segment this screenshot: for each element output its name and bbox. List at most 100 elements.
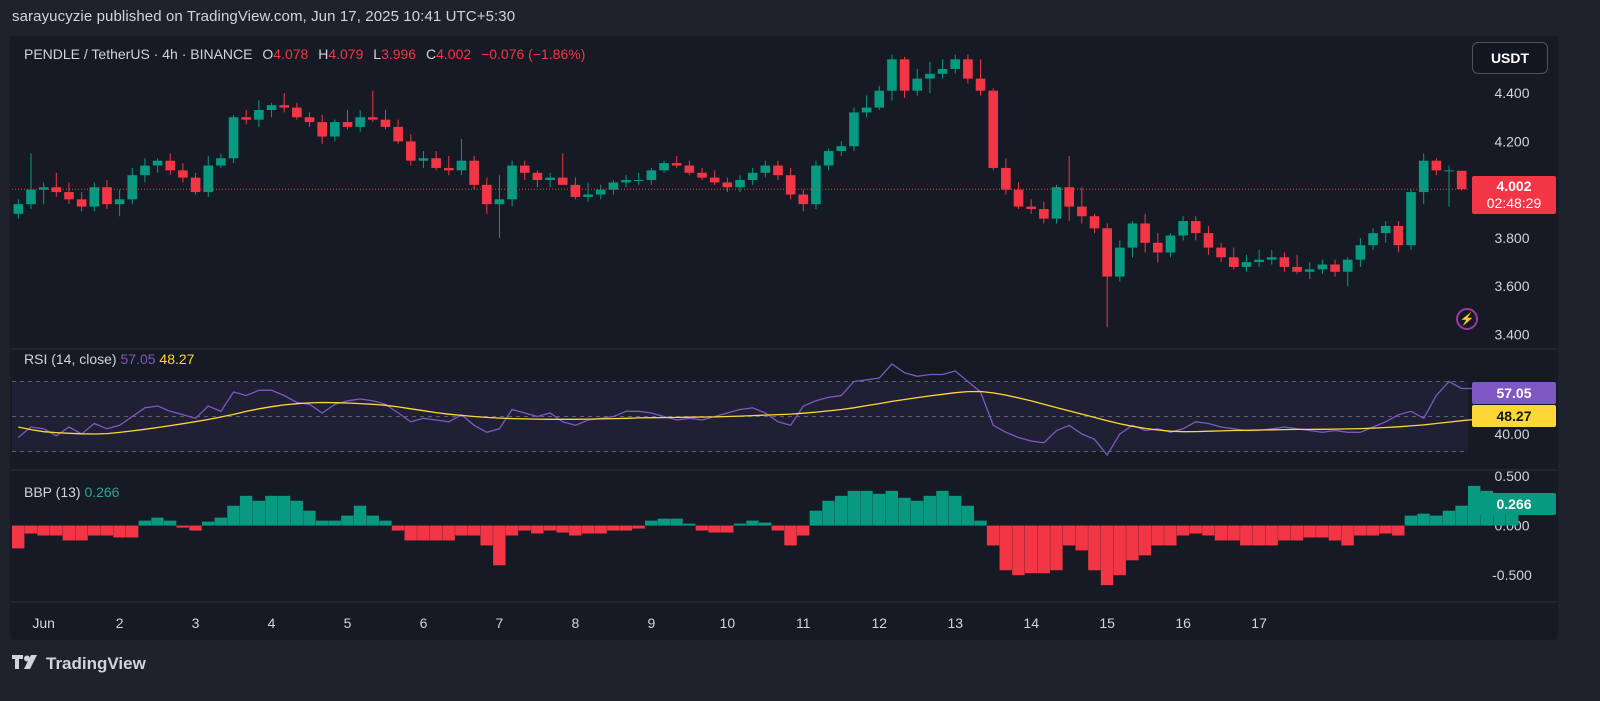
chart-canvas[interactable]: 4.4004.2003.8003.6003.40040.000.5000.000…	[10, 36, 1558, 640]
bbp-bar	[1037, 525, 1050, 574]
last-price-tag: 4.002 02:48:29	[1472, 176, 1556, 214]
publish-info: sarayucyzie published on TradingView.com…	[12, 8, 516, 25]
bbp-bar	[1100, 525, 1114, 586]
bbp-bar	[1062, 525, 1076, 546]
candle-body	[1089, 216, 1100, 229]
time-axis-tick: Jun	[32, 615, 55, 631]
rsi-tag: 57.05	[1472, 382, 1556, 404]
time-axis-tick: 7	[496, 615, 504, 631]
candle-body	[393, 126, 403, 142]
bbp-bar	[961, 505, 974, 526]
bbp-bar	[505, 525, 519, 536]
bbp-bar	[1151, 525, 1164, 546]
bbp-bar	[974, 520, 987, 526]
bbp-bar	[37, 525, 50, 536]
bbp-bar	[999, 525, 1012, 571]
bbp-name: BBP (13)	[24, 484, 81, 500]
candle-body	[51, 187, 62, 193]
candle-body	[1368, 233, 1378, 246]
candle-body	[950, 59, 961, 69]
price-axis-tick: 3.400	[1494, 327, 1529, 343]
candle-body	[443, 167, 454, 171]
symbol-info[interactable]: PENDLE / TetherUS · 4h · BINANCE	[24, 46, 253, 62]
bbp-bar	[1430, 515, 1443, 526]
candle-body	[26, 189, 36, 205]
bbp-bar	[176, 525, 189, 528]
candle-body	[216, 158, 226, 166]
tradingview-logo[interactable]: TradingView	[12, 654, 146, 674]
time-axis-tick: 15	[1099, 615, 1115, 631]
close-value: 4.002	[436, 46, 472, 62]
candle-body	[1216, 247, 1226, 258]
bbp-tag: 0.266	[1472, 493, 1556, 515]
time-axis-tick: 4	[268, 615, 276, 631]
bbp-bar	[1088, 525, 1101, 571]
bbp-bar	[721, 525, 734, 533]
bbp-bar	[138, 520, 152, 526]
open-value: 4.078	[273, 46, 309, 62]
bbp-bar	[12, 525, 25, 549]
rsi-legend[interactable]: RSI (14, close) 57.05 48.27	[24, 351, 194, 367]
bbp-value: 0.266	[84, 484, 120, 500]
time-axis-tick: 10	[720, 615, 736, 631]
candle-body	[330, 122, 340, 137]
bbp-bar	[847, 490, 861, 526]
candle-body	[785, 175, 796, 195]
candle-body	[279, 105, 290, 108]
candle-body	[13, 204, 24, 214]
bbp-bar	[1366, 525, 1380, 536]
bbp-bar	[1404, 515, 1418, 526]
candle-body	[1279, 257, 1290, 267]
currency-button[interactable]: USDT	[1472, 42, 1548, 74]
bbp-bar	[543, 525, 557, 531]
candle-body	[1418, 160, 1429, 193]
chart-area[interactable]: 4.4004.2003.8003.6003.40040.000.5000.000…	[10, 36, 1558, 640]
time-axis-tick: 13	[947, 615, 963, 631]
bbp-bar	[1354, 525, 1367, 536]
bbp-legend[interactable]: BBP (13) 0.266	[24, 484, 119, 500]
bbp-bar	[1316, 525, 1329, 538]
rsi-ma-tag: 48.27	[1472, 405, 1556, 427]
candle-body	[671, 163, 682, 166]
candle-body	[988, 90, 999, 168]
bbp-bar	[986, 525, 1000, 546]
bbp-bar	[683, 523, 696, 526]
candle-body	[1254, 259, 1264, 263]
bbp-bar	[910, 500, 924, 526]
candle-body	[925, 73, 935, 79]
candle-body	[545, 177, 555, 181]
bolt-icon[interactable]: ⚡	[1456, 308, 1478, 330]
candle-body	[684, 165, 695, 173]
bbp-bar	[1126, 525, 1139, 561]
bbp-bar	[1164, 525, 1177, 546]
candle-body	[1051, 187, 1062, 219]
bbp-bar	[758, 522, 772, 526]
bar-countdown: 02:48:29	[1486, 195, 1542, 211]
bbp-bar	[493, 525, 506, 566]
bbp-bar	[1202, 525, 1215, 536]
change-value: −0.076 (−1.86%)	[481, 46, 586, 62]
bbp-bar	[860, 490, 873, 526]
price-axis-tick: 3.800	[1494, 230, 1529, 246]
candle-body	[38, 187, 49, 190]
bbp-bar	[239, 495, 253, 526]
candle-body	[709, 177, 720, 183]
bbp-bar	[1265, 525, 1278, 546]
candle-body	[1064, 187, 1074, 207]
candle-body	[1077, 206, 1087, 217]
bbp-bar	[885, 490, 899, 526]
candle-body	[583, 194, 593, 197]
bbp-bar	[581, 525, 595, 534]
bbp-bar	[708, 525, 721, 533]
candle-body	[406, 141, 416, 161]
bbp-bar	[872, 493, 886, 526]
candle-body	[1330, 264, 1340, 272]
candle-body	[1444, 170, 1454, 172]
candle-body	[760, 165, 771, 173]
candle-body	[1406, 192, 1416, 246]
bbp-bar	[1417, 513, 1430, 526]
candle-body	[532, 172, 543, 181]
bbp-bar	[75, 525, 88, 541]
bbp-bar	[923, 495, 936, 526]
candle-body	[431, 158, 441, 168]
